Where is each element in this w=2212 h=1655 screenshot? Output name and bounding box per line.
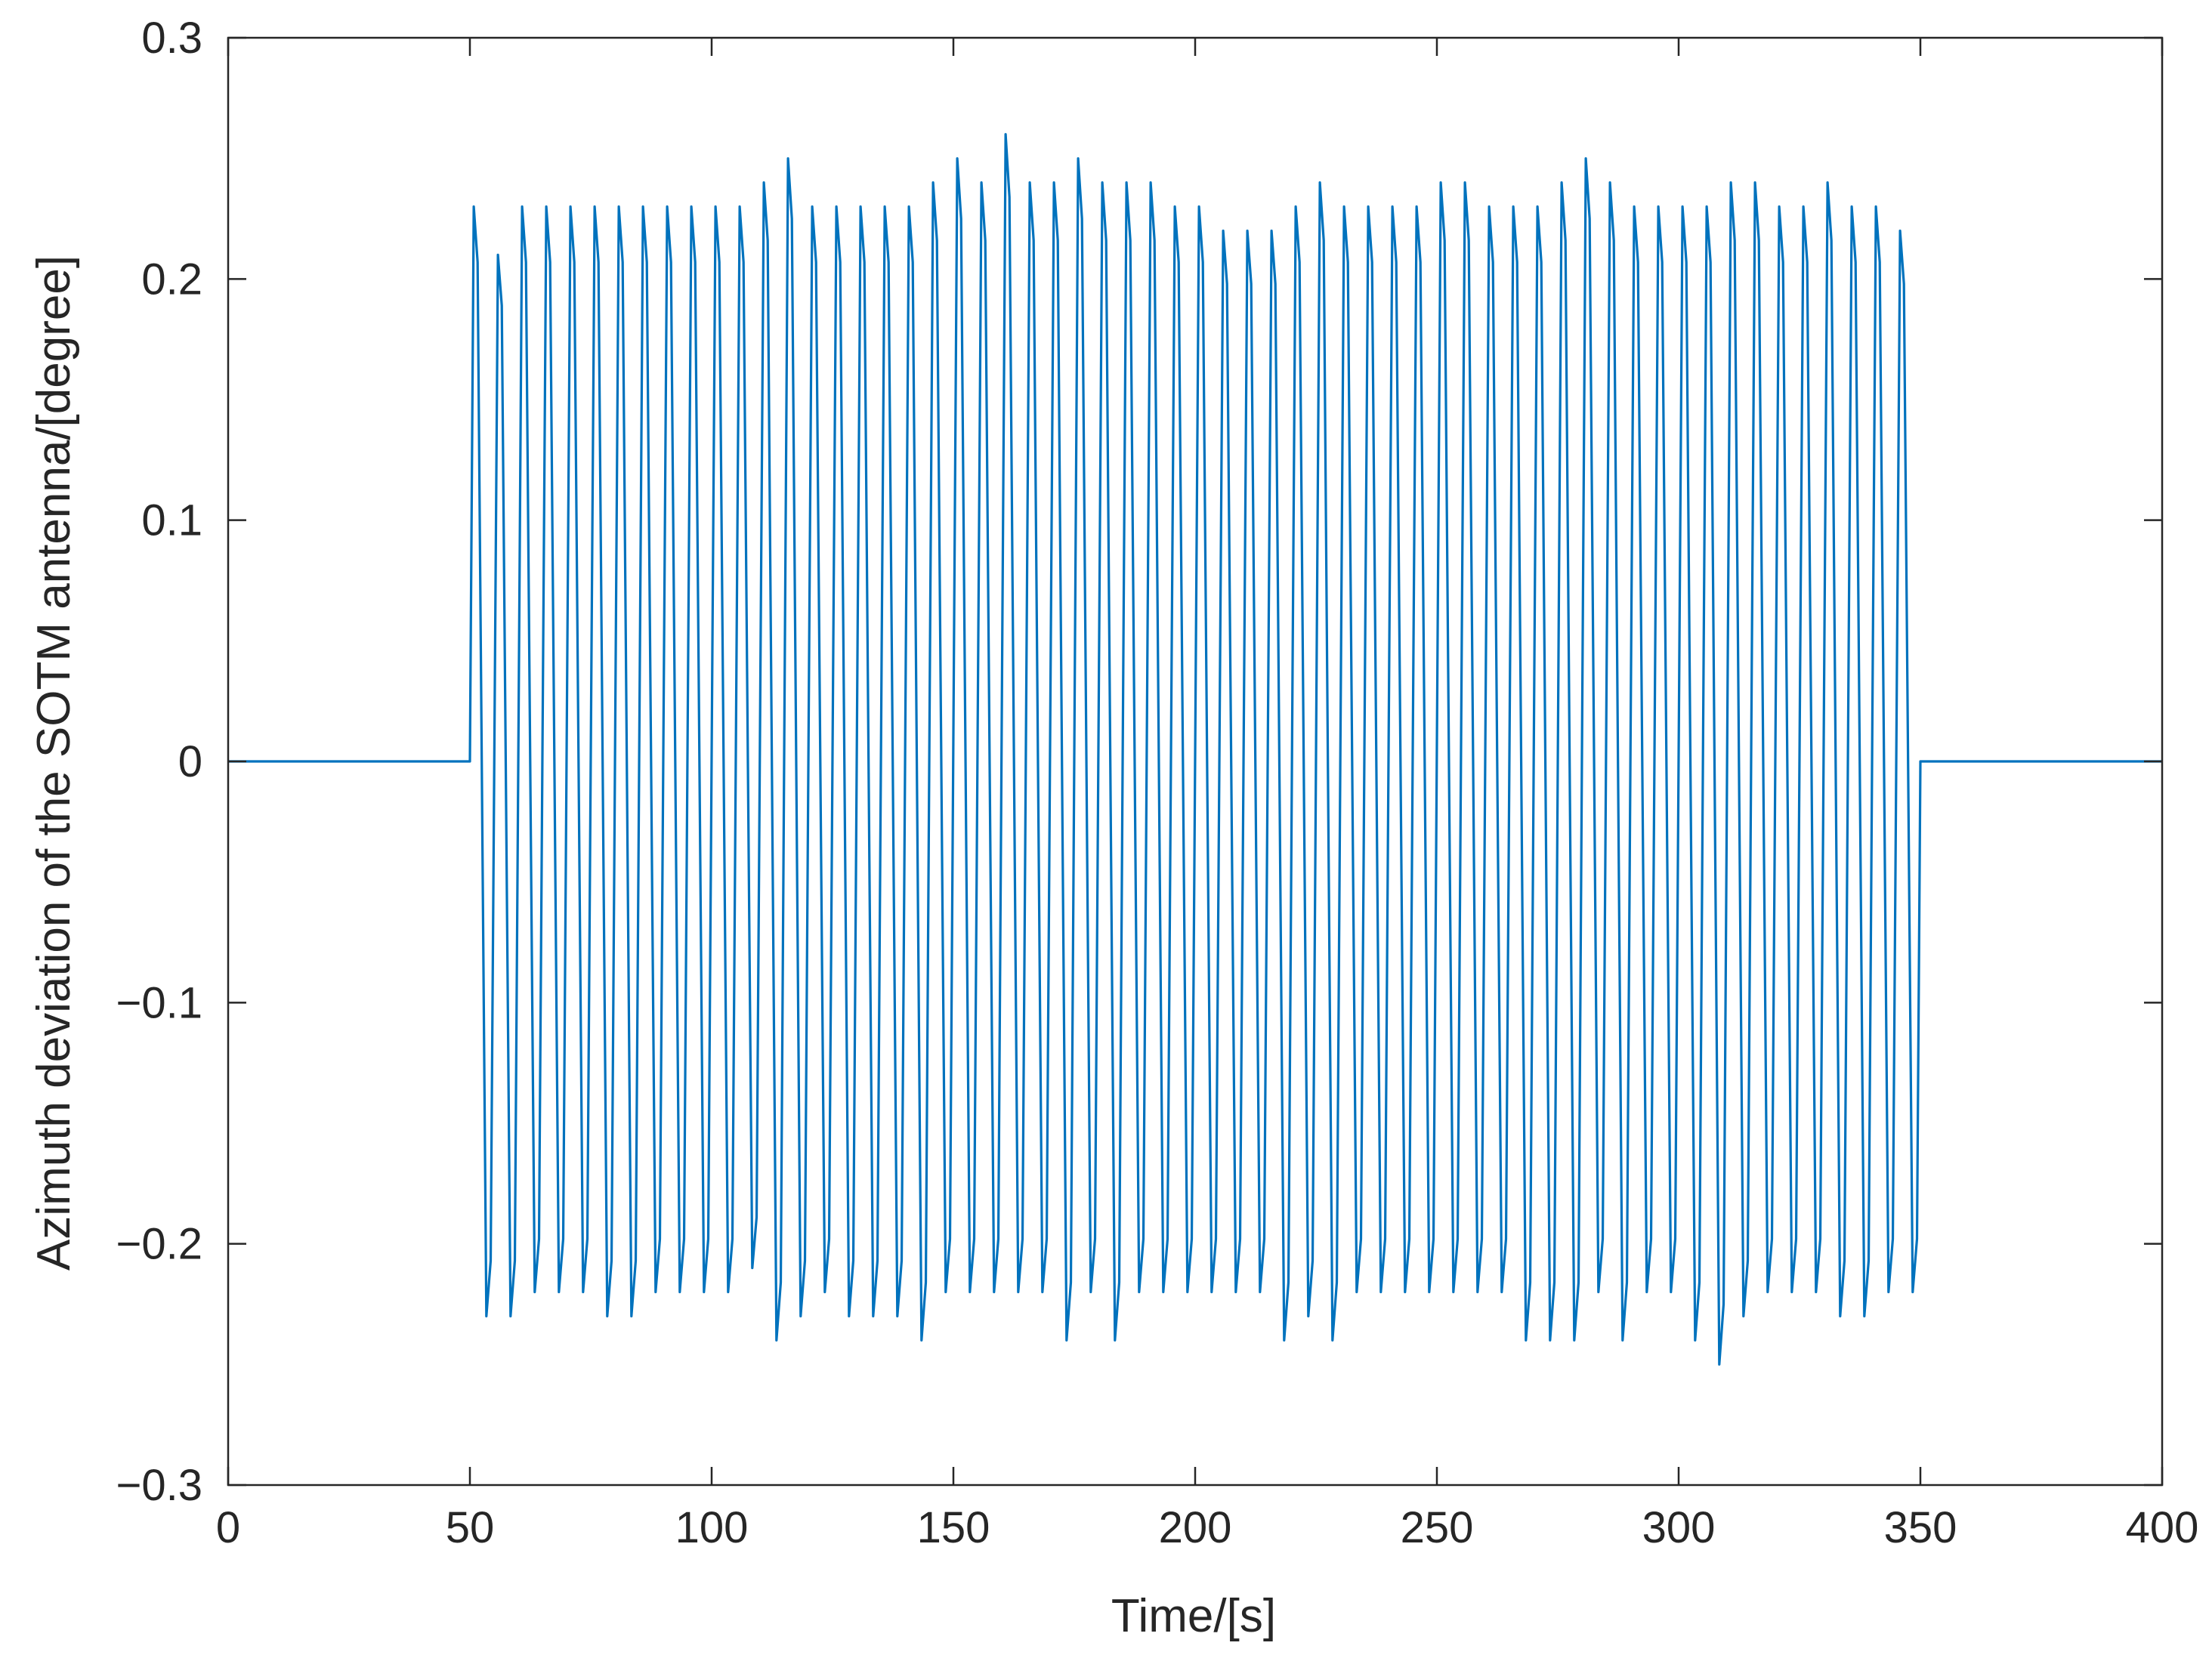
series-line-1 (228, 133, 2162, 1366)
y-tick-label: −0.3 (116, 1461, 203, 1510)
plot-area (228, 133, 2162, 1366)
x-tick-label: 150 (917, 1503, 990, 1552)
y-axis-label: Azimuth deviation of the SOTM antenna/[d… (28, 255, 80, 1271)
y-tick-label: −0.2 (116, 1220, 203, 1269)
x-tick-label: 250 (1401, 1503, 1474, 1552)
y-tick-label: 0.2 (141, 255, 202, 304)
x-tick-label: 100 (675, 1503, 749, 1552)
x-axis-label: Time/[s] (1111, 1590, 1276, 1642)
x-tick-label: 350 (1884, 1503, 1957, 1552)
x-tick-label: 400 (2126, 1503, 2199, 1552)
x-tick-label: 0 (216, 1503, 240, 1552)
x-tick-label: 300 (1642, 1503, 1716, 1552)
y-tick-label: 0.3 (141, 14, 202, 63)
x-tick-label: 200 (1159, 1503, 1232, 1552)
x-tick-label: 50 (446, 1503, 495, 1552)
tick-labels: 0 50 100 150 200 250 300 350 400 −0.3 −0.2 −0.1 0 0.1… (116, 14, 2199, 1552)
y-tick-label: −0.1 (116, 978, 203, 1027)
y-tick-label: 0.1 (141, 496, 202, 545)
tick-marks (227, 36, 2164, 1487)
y-tick-label: 0 (178, 737, 202, 786)
